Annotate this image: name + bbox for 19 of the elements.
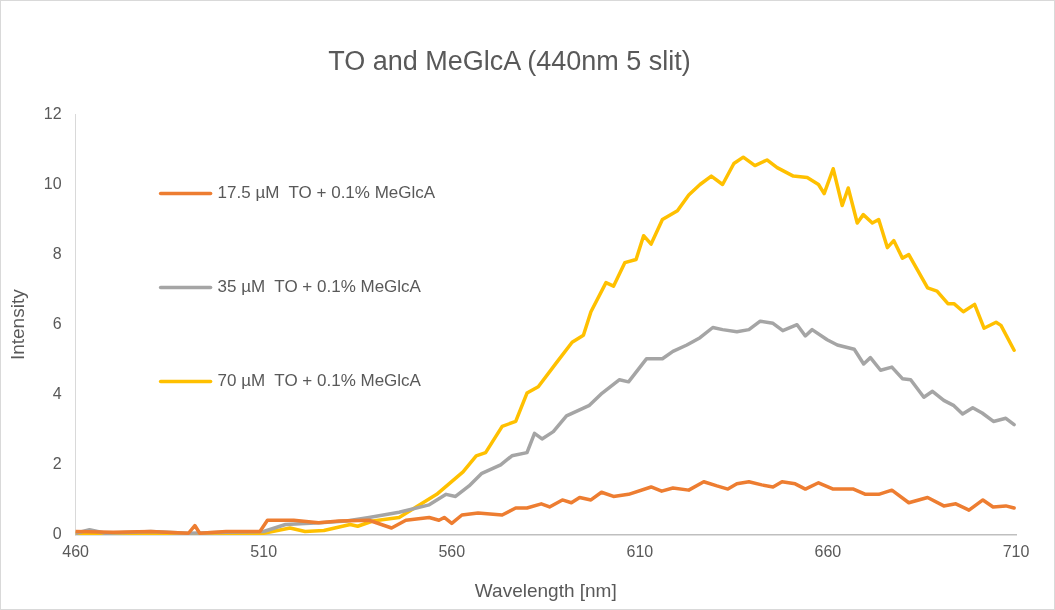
legend-label: 35 µM TO + 0.1% MeGlcA [217,277,422,297]
y-tick-label: 4 [52,385,62,403]
y-tick-label: 8 [52,245,62,263]
x-tick-label: 510 [250,543,278,561]
x-tick-label: 610 [626,543,654,561]
legend-label: 17.5 µM TO + 0.1% MeGlcA [217,183,436,203]
chart-title: TO and MeGlcA (440nm 5 slit) [328,45,691,76]
x-axis-title: Wavelength [nm] [474,579,617,601]
y-axis-title: Intensity [6,288,28,361]
legend-label: 70 µM TO + 0.1% MeGlcA [217,371,422,391]
x-tick-label: 660 [814,543,842,561]
x-tick-label: 560 [438,543,466,561]
x-tick-label: 460 [62,543,90,561]
y-tick-label: 2 [52,455,62,473]
y-tick-label: 10 [43,174,62,192]
y-tick-label: 12 [43,104,62,122]
y-tick-label: 0 [52,525,62,543]
x-tick-label: 710 [1002,543,1030,561]
y-tick-label: 6 [52,315,62,333]
